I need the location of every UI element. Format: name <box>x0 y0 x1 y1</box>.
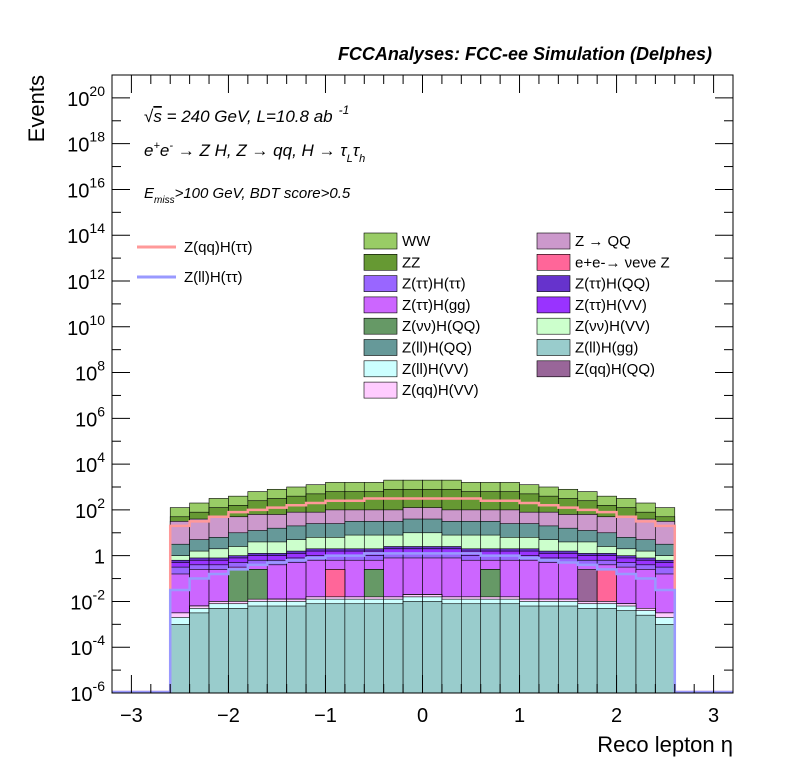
y-tick-label: 1016 <box>67 174 105 202</box>
bar-z-ll-h-gg--19 <box>538 605 559 694</box>
legend-entry-label: Z → QQ <box>575 233 631 250</box>
legend-entry-label: Z(ττ)H(QQ) <box>575 276 650 293</box>
bar-z-ll-h-gg--17 <box>499 603 520 694</box>
bar-z-ll-h-gg--8 <box>325 603 346 694</box>
annotation-process: e+e- → Z H, Z → qq, H → τLτh <box>144 140 365 165</box>
x-tick-label: 0 <box>417 705 428 727</box>
bar-z-ll-h-gg--7 <box>305 603 326 694</box>
y-tick-label: 1 <box>94 547 105 569</box>
legend-entry-label: Z(ll)H(gg) <box>575 340 638 357</box>
y-tick-label: 1018 <box>67 129 105 157</box>
y-tick-label: 1010 <box>67 312 105 340</box>
y-tick-label: 10-6 <box>70 678 105 706</box>
x-tick-label: −3 <box>120 705 143 727</box>
legend-box-swatch <box>363 232 398 250</box>
bar-z-ll-h-gg--14 <box>441 603 462 694</box>
legend-entry-label: Z(qq)H(VV) <box>402 382 479 399</box>
bar-z-ll-h-gg--4 <box>247 605 268 694</box>
legend-box-swatch <box>363 317 398 335</box>
bar-z-ll-h-gg--6 <box>286 605 307 694</box>
bar-z-ll-h-gg--10 <box>363 603 384 694</box>
legend-entry-label: Z(νν)H(QQ) <box>402 318 480 335</box>
bar-z-ll-h-gg--13 <box>422 601 443 694</box>
bar-z-ll-h-gg--24 <box>635 614 656 694</box>
bar-z-ll-h-gg--3 <box>228 608 249 694</box>
y-tick-label: 102 <box>75 495 105 523</box>
signal-lines <box>112 497 733 694</box>
line-z-ll-h- <box>112 552 733 694</box>
y-tick-label: 108 <box>75 358 105 386</box>
y-tick-label: 104 <box>75 449 105 477</box>
legend-box-swatch <box>536 339 571 356</box>
legend: Z(qq)H(ττ) Z(ll)H(ττ) WW ZZ Z(ττ)H(ττ) Z(ττ)H… <box>137 232 670 399</box>
bar-z-ll-h-gg--16 <box>480 603 501 694</box>
legend-box-swatch <box>536 275 571 292</box>
histogram-bars <box>169 479 676 694</box>
legend-entry-label: Z(ll)H(ττ) <box>184 269 243 286</box>
legend-entry-label: ZZ <box>402 254 420 271</box>
legend-entry-label: WW <box>402 233 431 250</box>
bar-z-ll-h-gg--22 <box>596 608 617 694</box>
legend-box-swatch <box>536 296 571 314</box>
x-axis-label: Reco lepton η <box>597 732 733 757</box>
x-tick-label: 3 <box>708 705 719 727</box>
legend-entry-label: Z(ll)H(VV) <box>402 361 469 378</box>
axis-ticks: −3 −2 −1 0 1 2 3 1020 1018 1016 1014 1012 1010 108 106… <box>67 74 734 727</box>
bar-z-ll-h-gg--9 <box>344 603 365 694</box>
y-tick-label: 1012 <box>67 266 105 294</box>
x-tick-label: −2 <box>217 705 240 727</box>
bar-z-ll-h-gg--12 <box>402 601 423 694</box>
legend-box-swatch <box>536 360 571 378</box>
bar-z-ll-h-gg--0 <box>169 624 190 694</box>
legend-entry-label: Z(qq)H(QQ) <box>575 361 655 378</box>
bar-z-ll-h-gg--23 <box>616 610 637 694</box>
legend-box-swatch <box>536 232 571 250</box>
legend-entry-label: Z(ττ)H(ττ) <box>402 276 466 293</box>
bar-z-ll-h-gg--5 <box>266 605 287 694</box>
annotation-cuts: Emiss>100 GeV, BDT score>0.5 <box>144 185 351 206</box>
x-tick-label: 1 <box>514 705 525 727</box>
legend-box-swatch <box>536 317 571 335</box>
legend-entry-label: Z(νν)H(VV) <box>575 318 650 335</box>
legend-entry-label: Z(ττ)H(gg) <box>402 297 471 314</box>
bar-z-ll-h-gg--2 <box>208 608 229 694</box>
legend-entry-label: Z(qq)H(ττ) <box>184 239 253 256</box>
legend-box-swatch <box>363 296 398 314</box>
legend-box-swatch <box>363 339 398 356</box>
y-axis-label: Events <box>24 75 49 142</box>
bar-z-ll-h-gg--21 <box>577 608 598 694</box>
y-tick-label: 10-4 <box>70 632 105 660</box>
legend-box-swatch <box>536 254 571 271</box>
x-tick-label: 2 <box>611 705 622 727</box>
legend-box-swatch <box>363 360 398 378</box>
y-tick-label: 106 <box>75 403 105 431</box>
y-tick-label: 1020 <box>67 83 105 111</box>
bar-z-ll-h-gg--1 <box>189 612 210 694</box>
legend-box-swatch <box>363 381 398 399</box>
legend-box-swatch <box>363 254 398 271</box>
bar-z-ll-h-gg--15 <box>461 603 482 694</box>
legend-entry-label: Z(ll)H(QQ) <box>402 340 472 357</box>
x-tick-label: −1 <box>314 705 337 727</box>
legend-entry-label: e+e-→ νeνe Z <box>575 254 670 271</box>
line-z-qq-h- <box>112 497 733 694</box>
annotation-energy: √s = 240 GeV, L=10.8 ab -1 <box>144 103 349 126</box>
bar-z-ll-h-gg--11 <box>383 603 404 694</box>
bar-z-ll-h-gg--25 <box>655 624 676 694</box>
y-tick-label: 10-2 <box>70 586 105 614</box>
legend-entry-label: Z(ττ)H(VV) <box>575 297 647 314</box>
bar-z-ll-h-gg--20 <box>558 605 579 694</box>
bar-z-ll-h-gg--18 <box>519 605 540 694</box>
y-tick-label: 1014 <box>67 220 105 248</box>
legend-box-swatch <box>363 275 398 292</box>
chart-title: FCCAnalyses: FCC-ee Simulation (Delphes) <box>338 44 712 64</box>
